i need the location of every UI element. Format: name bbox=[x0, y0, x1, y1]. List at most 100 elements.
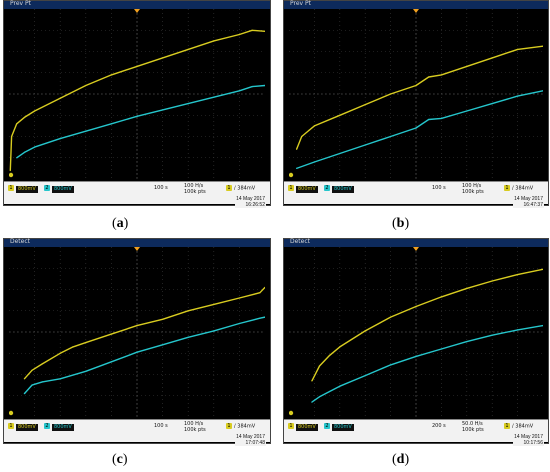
caption-c: (c) bbox=[112, 452, 128, 467]
scope-screen-a: Prev Pt 1 800mV 2 800mV 100 s 100 H/s 100k … bbox=[3, 0, 271, 208]
ch2-point bbox=[187, 103, 189, 105]
ch1-point bbox=[162, 57, 164, 59]
ch2-point bbox=[390, 364, 392, 366]
ch1-scale: 800mV bbox=[18, 185, 36, 192]
scope-header: Prev Pt bbox=[284, 0, 548, 9]
ch1-point bbox=[9, 169, 11, 172]
scope-header: Detect bbox=[4, 238, 270, 247]
ch2-trace bbox=[16, 84, 265, 159]
ch1-point bbox=[491, 57, 493, 59]
ch1-ground-marker-icon bbox=[289, 172, 294, 178]
timestamp: 14 May 2017 16:47:37 bbox=[513, 196, 544, 208]
ch2-point bbox=[364, 375, 366, 377]
ch1-readout: 1 800mV bbox=[288, 423, 318, 431]
ch1-point bbox=[491, 280, 493, 282]
ch2-point bbox=[31, 384, 33, 386]
ch2-scale: 800mV bbox=[54, 423, 72, 430]
status-bar: 1 800mV 2 800mV 100 s 100 H/s 100k pts 1/ 3… bbox=[284, 181, 548, 204]
caption-a: (a) bbox=[112, 216, 129, 231]
ch1-point bbox=[364, 330, 366, 332]
ch1-point bbox=[136, 325, 138, 327]
ch2-point bbox=[59, 138, 61, 140]
ch2-point bbox=[34, 146, 36, 148]
trigger-position-icon bbox=[413, 247, 419, 251]
trigger-position-icon bbox=[134, 9, 140, 13]
trigger-slope-icon: / bbox=[234, 185, 236, 192]
date: 14 May 2017 bbox=[236, 196, 265, 202]
ch2-point bbox=[110, 123, 112, 125]
ch2-point bbox=[187, 336, 189, 338]
panel-a: Prev Pt 1 800mV 2 800mV 100 s 100 H/s 100k … bbox=[0, 0, 275, 236]
ch1-point bbox=[187, 310, 189, 312]
timestamp: 14 May 2017 10:17:56 bbox=[513, 434, 544, 446]
ch1-point bbox=[542, 45, 543, 47]
ch1-point bbox=[318, 365, 321, 367]
ch2-point bbox=[542, 325, 543, 327]
ch1-point bbox=[213, 303, 215, 305]
ch2-point bbox=[440, 117, 442, 119]
ch2-badge-icon: 2 bbox=[44, 185, 50, 191]
trigger-slope-icon: / bbox=[234, 423, 236, 430]
ch2-point bbox=[136, 351, 138, 353]
rate-block: 100 H/s 100k pts bbox=[184, 421, 206, 433]
ch1-point bbox=[466, 65, 468, 67]
scope-header: Detect bbox=[284, 238, 548, 247]
ch1-point bbox=[517, 48, 519, 51]
ch2-point bbox=[85, 130, 87, 132]
ch2-point bbox=[238, 90, 240, 92]
ch2-point bbox=[213, 330, 215, 332]
time: 16:47:37 bbox=[523, 202, 543, 208]
trigger-badge-icon: 1 bbox=[226, 185, 232, 191]
ch2-point bbox=[329, 390, 331, 393]
ch1-badge-icon: 1 bbox=[8, 185, 14, 191]
ch2-point bbox=[264, 84, 265, 87]
ch1-point bbox=[390, 93, 392, 95]
ch2-point bbox=[318, 396, 321, 398]
ch2-readout: 2 800mV bbox=[44, 423, 74, 431]
ch2-readout: 2 800mV bbox=[324, 423, 354, 431]
ch1-badge-icon: 1 bbox=[288, 185, 294, 191]
ch1-ground-marker-icon bbox=[9, 172, 14, 178]
trigger-badge-icon: 1 bbox=[226, 423, 232, 429]
ch1-point bbox=[339, 114, 341, 116]
sample-rate: 100 H/s bbox=[462, 183, 482, 189]
record-length: 100k pts bbox=[462, 427, 484, 433]
date: 14 May 2017 bbox=[514, 434, 543, 440]
ch2-point bbox=[491, 103, 493, 105]
ch1-point bbox=[390, 316, 392, 318]
ch1-point bbox=[238, 33, 240, 36]
ch2-scale: 800mV bbox=[54, 185, 72, 192]
scope-screen-b: Prev Pt 1 800mV 2 800mV 100 s 100 H/s 100k … bbox=[283, 0, 549, 208]
record-length: 100k pts bbox=[184, 427, 206, 433]
ch1-point bbox=[313, 125, 315, 127]
ch2-point bbox=[491, 334, 493, 336]
trigger-readout: 1/ 384mV bbox=[226, 423, 255, 430]
ch2-point bbox=[415, 127, 417, 129]
ch1-point bbox=[110, 333, 112, 335]
ch2-point bbox=[517, 329, 519, 331]
ch1-point bbox=[72, 346, 74, 348]
date: 14 May 2017 bbox=[514, 196, 543, 202]
ch2-badge-icon: 2 bbox=[44, 423, 50, 429]
ch1-point bbox=[23, 116, 25, 118]
scope-screen-d: Detect 1 800mV 2 800mV 200 s 50.0 H/s 100k … bbox=[283, 238, 549, 446]
ch2-point bbox=[428, 118, 430, 121]
date: 14 May 2017 bbox=[236, 434, 265, 440]
ch1-point bbox=[85, 342, 87, 344]
rate-block: 100 H/s 100k pts bbox=[462, 183, 484, 195]
trigger-level: 384mV bbox=[237, 185, 256, 192]
ch1-point bbox=[264, 286, 265, 288]
trigger-readout: 1/ 384mV bbox=[504, 185, 533, 192]
trigger-badge-icon: 1 bbox=[504, 423, 510, 429]
acquisition-mode: Detect bbox=[290, 238, 311, 245]
trigger-position-icon bbox=[413, 9, 419, 13]
ch2-point bbox=[296, 167, 298, 169]
record-length: 100k pts bbox=[462, 189, 484, 195]
ch1-point bbox=[16, 123, 18, 125]
ch1-trace bbox=[295, 45, 543, 150]
ch1-point bbox=[59, 352, 61, 354]
ch1-point bbox=[136, 65, 138, 67]
ch2-point bbox=[466, 110, 468, 112]
timebase: 100 s bbox=[432, 185, 446, 191]
caption-d: (d) bbox=[392, 452, 410, 467]
